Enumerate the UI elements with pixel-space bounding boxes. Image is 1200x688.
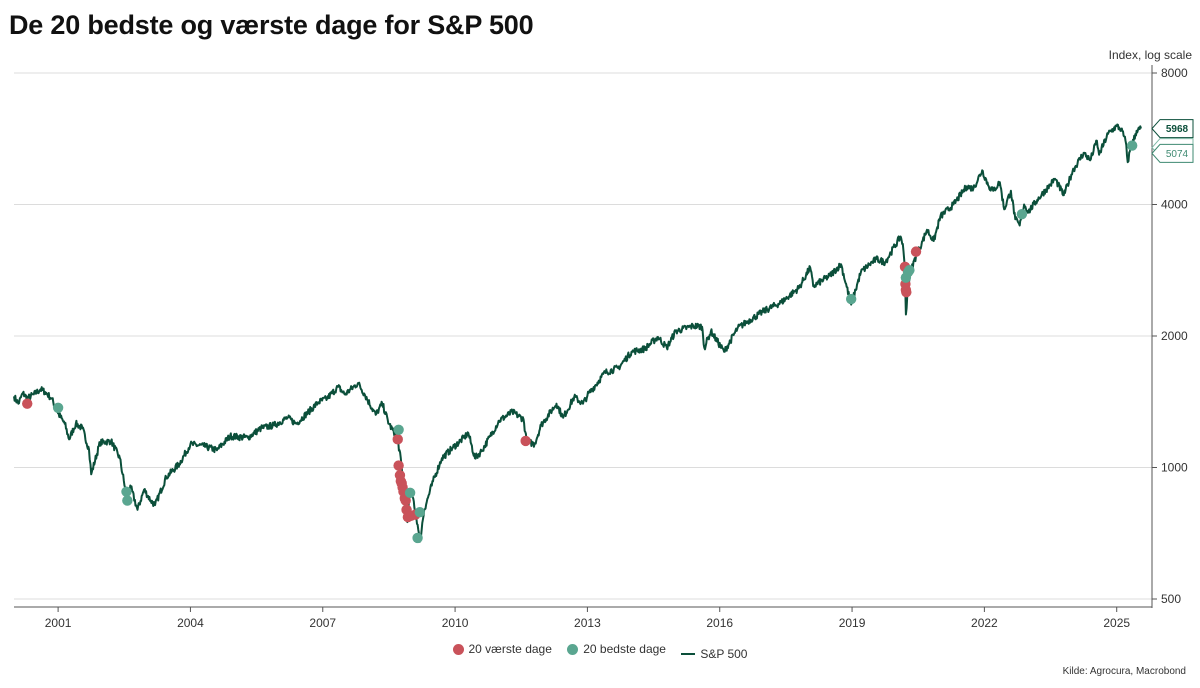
y-axis-title: Index, log scale	[1109, 48, 1193, 62]
grid-layer	[14, 72, 1152, 600]
end-label-text: 5968	[1166, 124, 1189, 135]
y-tick-label: 4000	[1161, 198, 1188, 212]
best-day-marker	[52, 402, 64, 413]
best-day-marker	[412, 532, 423, 544]
y-tick-label: 2000	[1161, 329, 1188, 343]
x-tick-label: 2004	[177, 616, 204, 630]
worst-day-marker	[392, 434, 403, 445]
best-day-marker-icon	[567, 643, 579, 655]
worst-day-marker	[393, 460, 404, 471]
best-day-marker	[845, 293, 857, 305]
x-tick-label: 2019	[839, 616, 866, 630]
legend-item-sp500: S&P 500	[681, 647, 747, 661]
x-tick-label: 2025	[1103, 616, 1130, 630]
best-day-marker	[1016, 209, 1028, 220]
worst-day-marker-icon	[452, 643, 464, 655]
end-labels: 596854575074	[1151, 119, 1194, 163]
x-tick-label: 2016	[706, 616, 733, 630]
legend-item-best: 20 bedste dage	[567, 642, 666, 656]
legend-label-sp500: S&P 500	[700, 646, 748, 661]
best-day-marker	[904, 264, 915, 276]
best-day-marker	[404, 487, 416, 499]
best-day-marker	[393, 424, 404, 435]
x-tick-label: 2001	[45, 616, 72, 630]
x-tick-label: 2007	[309, 616, 336, 630]
x-tick-label: 2010	[442, 616, 469, 630]
y-tick-label: 8000	[1161, 66, 1188, 80]
marker-layer	[22, 140, 1138, 544]
x-tick-label: 2013	[574, 616, 601, 630]
line-layer	[13, 123, 1142, 543]
legend-label-worst: 20 værste dage	[468, 642, 552, 656]
best-day-marker	[414, 507, 425, 518]
best-day-marker	[122, 495, 133, 506]
end-label-box	[1151, 143, 1194, 163]
worst-day-marker	[400, 495, 411, 506]
best-day-marker	[1126, 140, 1138, 151]
source-note: Kilde: Agrocura, Macrobond	[1062, 666, 1186, 677]
end-label-5074: 5074	[1151, 143, 1194, 163]
legend-item-worst: 20 værste dage	[452, 642, 552, 656]
axis-layer: 8000 4000 2000 1000 500 2001 2004 2007 2010 2013 2…	[14, 65, 1188, 630]
legend: 20 værste dage 20 bedste dage S&P 500	[0, 642, 1200, 661]
line-series-icon	[681, 652, 696, 655]
worst-day-marker	[901, 286, 912, 298]
end-label-box	[1151, 119, 1194, 139]
legend-label-best: 20 bedste dage	[583, 642, 666, 656]
x-tick-label: 2022	[971, 616, 998, 630]
y-tick-label: 500	[1161, 592, 1181, 606]
y-tick-label: 1000	[1161, 461, 1188, 475]
end-label-5968: 5968	[1151, 119, 1194, 139]
end-label-text: 5074	[1166, 149, 1189, 160]
sp500-series-line	[13, 123, 1142, 543]
worst-day-marker	[520, 435, 531, 447]
worst-day-marker	[910, 246, 922, 257]
best-day-marker	[121, 486, 132, 497]
worst-day-marker	[22, 398, 33, 409]
chart-title: De 20 bedste og værste dage for S&P 500	[9, 10, 534, 40]
